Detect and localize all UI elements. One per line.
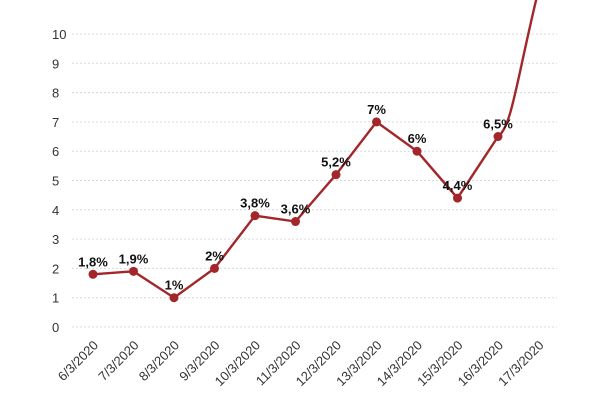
data-point (493, 132, 503, 142)
data-label: 3,8% (240, 196, 270, 211)
y-tick-label: 3 (52, 232, 59, 247)
data-point (129, 266, 138, 276)
y-tick-label: 8 (52, 86, 59, 101)
data-label: 4,4% (443, 178, 473, 193)
data-point (412, 146, 422, 156)
data-label: 5,2% (321, 155, 351, 170)
x-tick-label: 7/3/2020 (95, 338, 141, 384)
y-tick-label: 10 (52, 27, 66, 42)
y-tick-label: 0 (52, 320, 59, 335)
data-label: 3,6% (281, 202, 311, 217)
y-tick-label: 2 (52, 261, 59, 276)
data-label: 2% (205, 248, 224, 263)
data-point (291, 217, 300, 227)
y-tick-label: 4 (52, 203, 59, 218)
data-point (169, 293, 179, 303)
data-point (372, 117, 381, 127)
data-label: 1,9% (119, 251, 149, 266)
data-point (250, 211, 260, 221)
data-markers (88, 117, 503, 303)
data-label: 6,5% (483, 117, 513, 132)
y-tick-label: 9 (52, 56, 59, 71)
x-axis-ticks: 6/3/20207/3/20208/3/20209/3/202010/3/202… (55, 338, 547, 390)
y-tick-label: 5 (52, 174, 59, 189)
grid-lines (72, 33, 557, 328)
data-label: 7% (367, 102, 386, 117)
data-label: 1,8% (78, 254, 108, 269)
series-line (92, 0, 538, 300)
data-point (331, 170, 341, 180)
data-labels: 1,8% 1,9% 1% 2% 3,8% 3,6% 5,2% 7% 6% 4,4% 6,5% (78, 102, 513, 293)
y-axis-ticks: 0 1 2 3 4 5 6 7 8 9 10 (52, 27, 66, 335)
y-tick-label: 6 (52, 144, 59, 159)
y-tick-label: 7 (52, 115, 59, 130)
data-label: 6% (408, 131, 427, 146)
y-tick-label: 1 (52, 291, 59, 306)
data-point (453, 193, 462, 203)
data-label: 1% (165, 278, 184, 293)
data-point (210, 263, 219, 273)
data-point (88, 269, 98, 279)
x-tick-label: 6/3/2020 (55, 338, 101, 384)
x-tick-label: 8/3/2020 (136, 338, 182, 384)
